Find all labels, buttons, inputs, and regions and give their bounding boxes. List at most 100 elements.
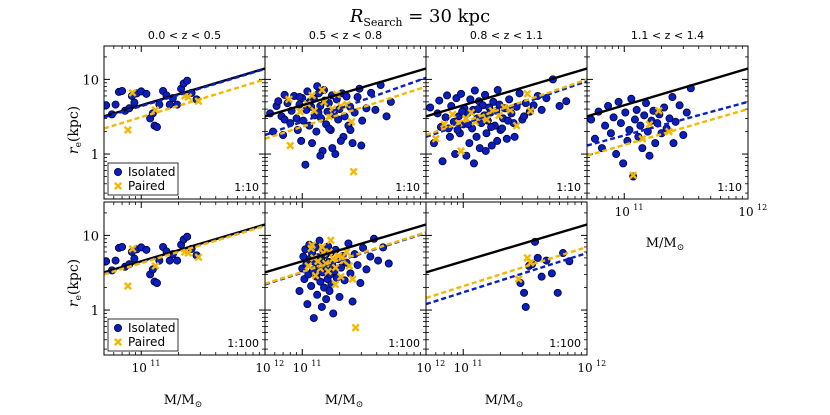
isolated-point bbox=[317, 302, 326, 311]
paired-point bbox=[482, 115, 491, 124]
x-tick-exponent: 12 bbox=[274, 359, 284, 368]
isolated-point bbox=[542, 94, 551, 103]
isolated-point bbox=[335, 292, 344, 301]
isolated-point bbox=[325, 286, 334, 295]
paired-point bbox=[523, 89, 532, 98]
y-tick-label: 10 bbox=[82, 73, 99, 88]
x-tick-exponent: 12 bbox=[757, 203, 767, 212]
isolated-point bbox=[438, 157, 447, 166]
panel-plot-area bbox=[426, 67, 587, 168]
isolated-point bbox=[152, 279, 161, 288]
paired-point bbox=[151, 105, 160, 114]
paired-point bbox=[331, 263, 340, 272]
paired-point bbox=[347, 117, 356, 126]
paired-point bbox=[457, 146, 466, 156]
paired-point bbox=[348, 275, 357, 284]
isolated-point bbox=[515, 89, 524, 98]
paired-point bbox=[123, 281, 132, 291]
ratio-label: 1:10 bbox=[234, 181, 259, 194]
fit-line-reference bbox=[426, 67, 587, 118]
legend-paired-label: Paired bbox=[128, 179, 165, 193]
paired-point bbox=[336, 272, 345, 281]
isolated-point bbox=[493, 136, 502, 145]
paired-point bbox=[128, 88, 137, 97]
isolated-point bbox=[322, 295, 331, 304]
isolated-point bbox=[630, 115, 639, 124]
ratio-label: 1:10 bbox=[395, 181, 420, 194]
isolated-point bbox=[505, 95, 514, 104]
isolated-point bbox=[651, 139, 660, 148]
paired-point bbox=[512, 121, 521, 130]
isolated-point bbox=[614, 97, 623, 106]
isolated-point bbox=[356, 279, 365, 288]
isolated-point bbox=[498, 124, 507, 133]
isolated-point bbox=[301, 160, 310, 169]
isolated-point bbox=[510, 132, 519, 141]
ratio-label: 1:10 bbox=[717, 181, 742, 194]
isolated-point bbox=[382, 112, 391, 121]
fit-line-reference bbox=[587, 67, 748, 118]
paired-point bbox=[351, 323, 360, 332]
isolated-point bbox=[487, 141, 496, 150]
isolated-point bbox=[472, 132, 481, 141]
isolated-point bbox=[609, 113, 618, 122]
x-tick-label: 10 bbox=[577, 361, 592, 375]
fit-line-isolated bbox=[104, 67, 265, 119]
isolated-point bbox=[616, 119, 625, 128]
legend-isolated-label: Isolated bbox=[128, 165, 176, 179]
isolated-point bbox=[675, 101, 684, 110]
isolated-point bbox=[625, 125, 634, 134]
isolated-point bbox=[482, 129, 491, 138]
isolated-point bbox=[308, 139, 317, 148]
isolated-point bbox=[353, 93, 362, 102]
legend-isolated-marker bbox=[114, 167, 123, 176]
isolated-point bbox=[320, 86, 329, 95]
panel-plot-area bbox=[426, 223, 587, 311]
fit-line-isolated bbox=[265, 76, 426, 137]
xlabel-col2-main: M/M bbox=[325, 393, 356, 408]
isolated-point bbox=[371, 105, 380, 114]
xlabel-col1-main: M/M bbox=[164, 393, 195, 408]
isolated-point bbox=[104, 101, 111, 110]
xlabel-col2: M/M⊙ bbox=[325, 393, 364, 410]
x-tick-exponent: 11 bbox=[472, 359, 482, 368]
xlabel-col1-sun: ⊙ bbox=[195, 400, 203, 410]
paired-point bbox=[286, 141, 295, 150]
isolated-point bbox=[640, 111, 649, 120]
isolated-point bbox=[111, 100, 120, 109]
isolated-point bbox=[679, 130, 688, 139]
fit-line-reference bbox=[265, 67, 426, 118]
isolated-point bbox=[521, 302, 530, 311]
isolated-point bbox=[313, 290, 322, 299]
paired-point bbox=[331, 280, 340, 289]
xlabel-col1: M/M⊙ bbox=[164, 393, 203, 410]
paired-point bbox=[123, 125, 132, 135]
x-tick-exponent: 11 bbox=[633, 203, 643, 212]
paired-point bbox=[345, 261, 354, 270]
panel-title: 0.5 < z < 0.8 bbox=[309, 29, 382, 42]
fit-line-paired bbox=[265, 231, 426, 285]
isolated-point bbox=[487, 123, 496, 132]
x-tick-label: 10 bbox=[132, 361, 147, 375]
legend-paired-marker bbox=[113, 337, 123, 347]
paired-point bbox=[645, 120, 654, 129]
paired-point bbox=[308, 241, 317, 250]
isolated-point bbox=[668, 93, 677, 102]
x-tick-exponent: 11 bbox=[311, 359, 321, 368]
legend-box bbox=[107, 318, 179, 352]
isolated-point bbox=[309, 314, 318, 323]
panel-plot-area bbox=[104, 223, 265, 291]
isolated-point bbox=[590, 134, 599, 143]
isolated-point bbox=[118, 242, 127, 251]
isolated-point bbox=[537, 272, 546, 281]
y-tick-label: 1 bbox=[91, 148, 99, 163]
isolated-point bbox=[445, 132, 454, 141]
x-tick-label: 10 bbox=[255, 361, 270, 375]
paired-point bbox=[326, 236, 335, 245]
panel-plot-area bbox=[265, 67, 426, 176]
paired-point bbox=[324, 267, 333, 276]
isolated-point bbox=[520, 112, 529, 121]
